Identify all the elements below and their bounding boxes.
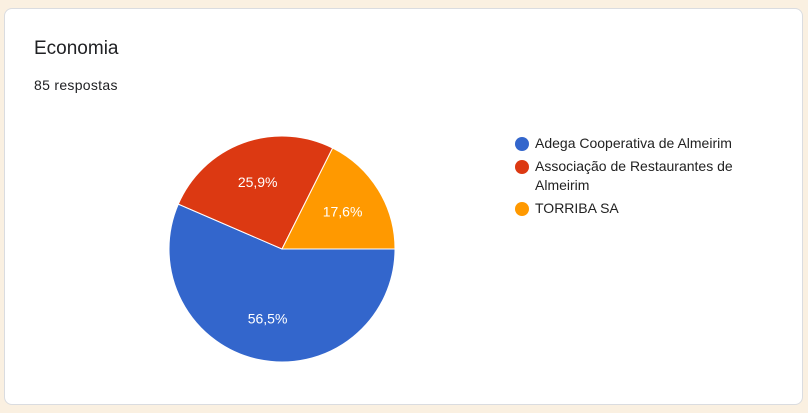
legend: Adega Cooperativa de Almeirim Associação … (509, 134, 769, 222)
slice-label: 25,9% (238, 174, 278, 190)
slice-label: 17,6% (323, 204, 363, 220)
legend-item[interactable]: TORRIBA SA (509, 199, 769, 218)
legend-item[interactable]: Adega Cooperativa de Almeirim (509, 134, 769, 153)
legend-swatch (515, 202, 529, 216)
chart-card: Economia 85 respostas (4, 8, 803, 405)
slice-label: 56,5% (248, 311, 288, 327)
pie-slice[interactable] (281, 147, 396, 250)
pie-slice[interactable] (168, 203, 396, 363)
pie-slice[interactable] (177, 135, 334, 250)
response-count: 85 respostas (34, 77, 118, 93)
question-title: Economia (34, 38, 119, 59)
legend-label: TORRIBA SA (535, 200, 619, 216)
legend-swatch (515, 160, 529, 174)
legend-label: Associação de Restaurantes de Almeirim (535, 158, 733, 193)
legend-swatch (515, 137, 529, 151)
legend-label: Adega Cooperativa de Almeirim (535, 135, 732, 151)
legend-item[interactable]: Associação de Restaurantes de Almeirim (509, 157, 769, 195)
